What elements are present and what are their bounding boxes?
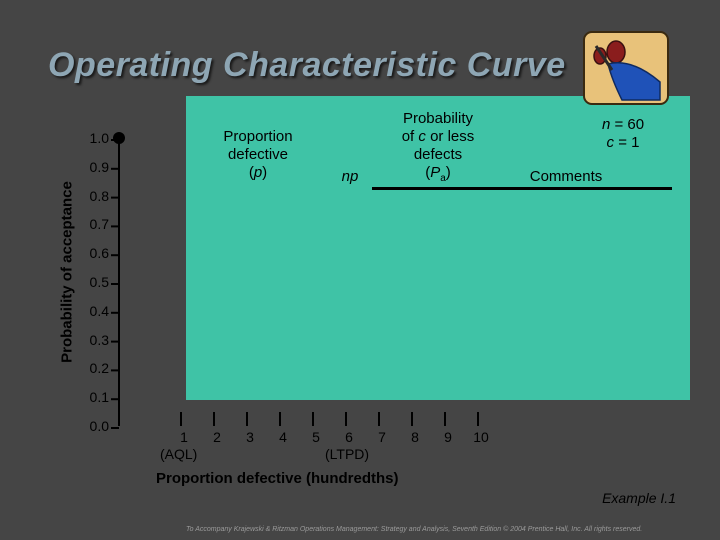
y-tick-label: 0.4 — [89, 302, 109, 319]
x-annotation-label: (LTPD) — [325, 446, 370, 462]
y-tick-label: 0.9 — [89, 158, 109, 175]
header-np: np — [341, 168, 359, 185]
y-tick-label: 0.1 — [89, 389, 109, 406]
x-tick-label: 10 — [473, 429, 489, 445]
x-annotation-label: (AQL) — [160, 446, 198, 462]
y-tick-label: 0.3 — [89, 331, 109, 348]
clipart-figure-body — [607, 62, 661, 101]
data-point — [113, 132, 125, 144]
header-probability-text: Probability of c or less defects (Pa) — [401, 110, 475, 184]
footer-credit: To Accompany Krajewski & Ritzman Operati… — [186, 526, 643, 533]
x-tick-label: 4 — [279, 429, 287, 445]
slide-title: Operating Characteristic Curve — [48, 46, 566, 84]
x-tick-label: 5 — [312, 429, 320, 445]
y-tick-label: 0.7 — [89, 216, 109, 233]
x-tick-label: 6 — [345, 429, 353, 445]
y-tick-label: 0.5 — [89, 274, 109, 290]
decorative-clipart — [583, 31, 669, 105]
y-tick-label: 1.0 — [89, 130, 109, 146]
header-proportion-defective: Proportion defective (p) — [196, 128, 320, 182]
x-tick-label: 9 — [444, 429, 452, 445]
y-tick-label: 0.8 — [89, 187, 109, 204]
header-rule — [372, 187, 672, 190]
y-tick-label: 0.0 — [89, 418, 109, 434]
x-tick-label: 1 — [180, 429, 188, 445]
example-label: Example I.1 — [602, 490, 676, 506]
x-tick-label: 7 — [378, 429, 386, 445]
header-proportion-defective-text: Proportion defective (p) — [223, 128, 293, 181]
x-tick-label: 8 — [411, 429, 419, 445]
clipart-pen — [594, 45, 614, 71]
x-axis-title: Proportion defective (hundredths) — [156, 470, 399, 487]
y-tick-label: 0.2 — [89, 360, 109, 377]
header-params-text: n = 60 c = 1 — [601, 116, 645, 151]
clipart-figure-hand — [593, 47, 607, 65]
header-probability: Probability of c or less defects (Pa) — [380, 110, 496, 188]
x-tick-label: 2 — [213, 429, 221, 445]
plot-area — [186, 96, 690, 400]
x-tick-label: 3 — [246, 429, 254, 445]
header-comments: Comments — [529, 168, 603, 185]
y-tick-label: 0.6 — [89, 245, 109, 262]
header-params: n = 60 c = 1 — [586, 116, 660, 152]
